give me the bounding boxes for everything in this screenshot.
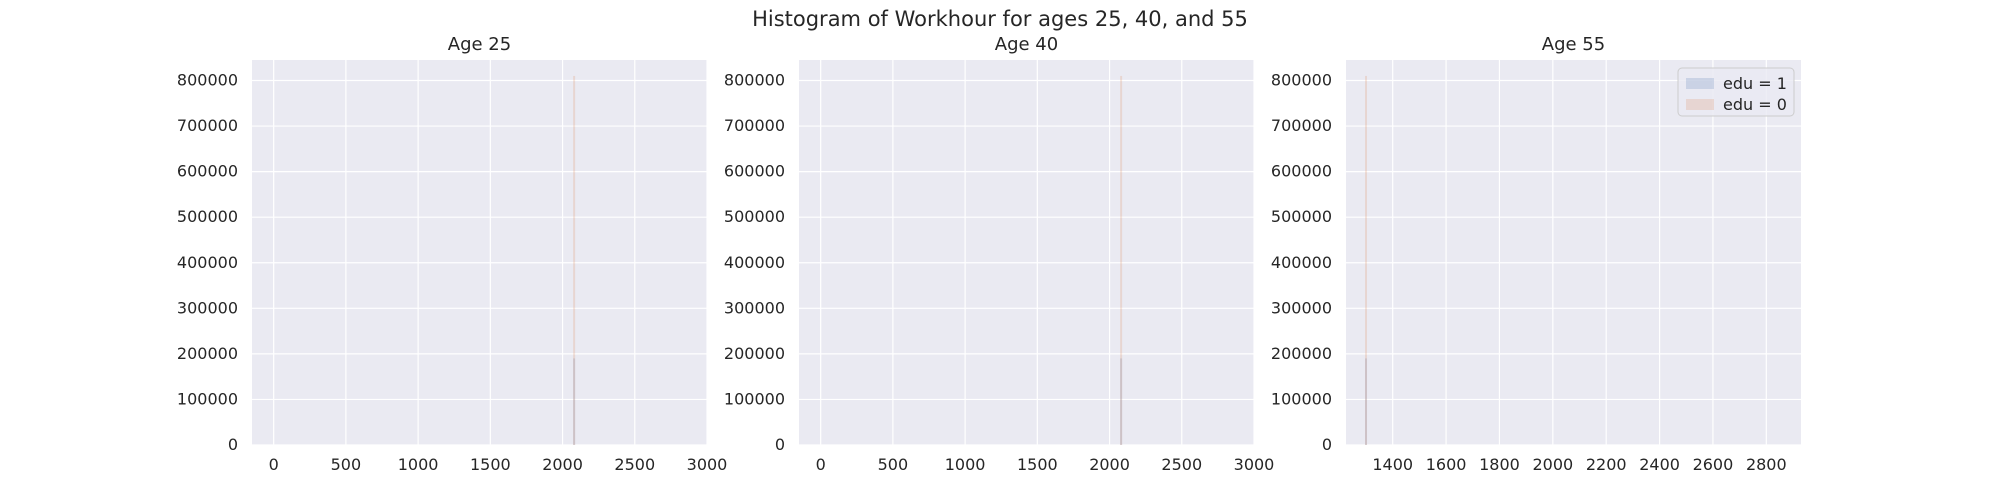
y-tick-label: 800000 — [177, 71, 238, 90]
y-tick-label: 100000 — [177, 389, 238, 408]
y-tick-label: 300000 — [1271, 298, 1332, 317]
y-tick-label: 500000 — [724, 207, 785, 226]
plot-area — [1346, 60, 1801, 445]
y-tick-label: 700000 — [1271, 116, 1332, 135]
y-tick-label: 200000 — [1271, 344, 1332, 363]
legend-label: edu = 1 — [1723, 74, 1787, 93]
x-tick-label: 1800 — [1479, 455, 1520, 474]
subplot-1: 0 100000 200000 300000 400000 500000 600000 700… — [177, 34, 727, 474]
subplot-panels: 0100000200000300000400000500000600000700… — [177, 34, 1801, 474]
subplot-title: Age 25 — [448, 34, 511, 55]
y-tick-label: 0 — [228, 435, 238, 454]
y-tick-label: 500000 — [177, 207, 238, 226]
y-tick-label: 600000 — [1271, 162, 1332, 181]
legend-label: edu = 0 — [1723, 95, 1787, 114]
x-tick-label: 1500 — [470, 455, 511, 474]
y-tick-label: 0 — [775, 435, 785, 454]
y-tick-label: 300000 — [724, 298, 785, 317]
x-tick-label: 1000 — [398, 455, 439, 474]
y-tick-label: 400000 — [724, 253, 785, 272]
y-tick-label: 100000 — [724, 389, 785, 408]
x-tick-label: 3000 — [687, 455, 728, 474]
y-tick-label: 600000 — [724, 162, 785, 181]
y-tick-label: 200000 — [724, 344, 785, 363]
y-tick-label: 600000 — [177, 162, 238, 181]
figure-title: Histogram of Workhour for ages 25, 40, a… — [752, 7, 1248, 31]
x-tick-label: 0 — [816, 455, 826, 474]
x-tick-label: 2600 — [1693, 455, 1734, 474]
y-tick-label: 700000 — [177, 116, 238, 135]
y-tick-label: 800000 — [724, 71, 785, 90]
plot-area — [252, 60, 707, 445]
y-tick-label: 0 — [1322, 435, 1332, 454]
y-tick-label: 200000 — [177, 344, 238, 363]
plot-area — [799, 60, 1254, 445]
legend-swatch — [1686, 78, 1714, 89]
histogram-bar — [573, 358, 576, 445]
x-tick-label: 1400 — [1372, 455, 1413, 474]
x-tick-label: 1000 — [945, 455, 986, 474]
histogram-bar — [1120, 358, 1123, 445]
x-tick-label: 2000 — [1089, 455, 1130, 474]
x-tick-label: 1600 — [1426, 455, 1467, 474]
histogram-bar — [1365, 75, 1368, 445]
y-tick-label: 100000 — [1271, 389, 1332, 408]
legend-box — [1677, 67, 1795, 117]
subplot-title: Age 40 — [995, 34, 1058, 55]
x-tick-label: 2400 — [1639, 455, 1680, 474]
x-tick-label: 0 — [269, 455, 279, 474]
y-tick-label: 400000 — [177, 253, 238, 272]
x-tick-label: 2000 — [1532, 455, 1573, 474]
y-tick-label: 700000 — [724, 116, 785, 135]
x-tick-label: 3000 — [1234, 455, 1275, 474]
subplot-2: 0 100000 200000 300000 400000 500000 600000 700… — [724, 34, 1274, 474]
histogram-bar — [1120, 75, 1123, 445]
x-tick-label: 2500 — [1161, 455, 1202, 474]
y-tick-label: 400000 — [1271, 253, 1332, 272]
x-tick-label: 2000 — [542, 455, 583, 474]
x-tick-label: 1500 — [1017, 455, 1058, 474]
x-tick-label: 500 — [878, 455, 909, 474]
x-tick-label: 500 — [331, 455, 362, 474]
x-tick-label: 2500 — [614, 455, 655, 474]
y-tick-label: 300000 — [177, 298, 238, 317]
subplot-title: Age 55 — [1542, 34, 1605, 55]
legend-swatch — [1686, 99, 1714, 110]
histogram-bar — [573, 75, 576, 445]
x-tick-label: 2800 — [1746, 455, 1787, 474]
legend: edu = 1 edu = 0 — [1677, 67, 1795, 117]
subplot-3: 0 100000 200000 300000 400000 500000 600000 700… — [1271, 34, 1801, 474]
x-tick-label: 2200 — [1586, 455, 1627, 474]
y-tick-label: 500000 — [1271, 207, 1332, 226]
y-tick-label: 800000 — [1271, 71, 1332, 90]
histogram-bar — [1365, 358, 1368, 445]
